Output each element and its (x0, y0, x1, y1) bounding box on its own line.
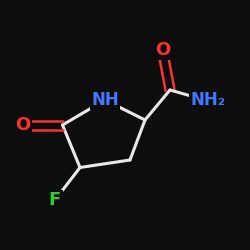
Text: O: O (155, 41, 170, 59)
Text: F: F (49, 191, 61, 209)
Text: NH: NH (91, 91, 119, 109)
Text: NH₂: NH₂ (190, 91, 225, 109)
Text: O: O (15, 116, 30, 134)
